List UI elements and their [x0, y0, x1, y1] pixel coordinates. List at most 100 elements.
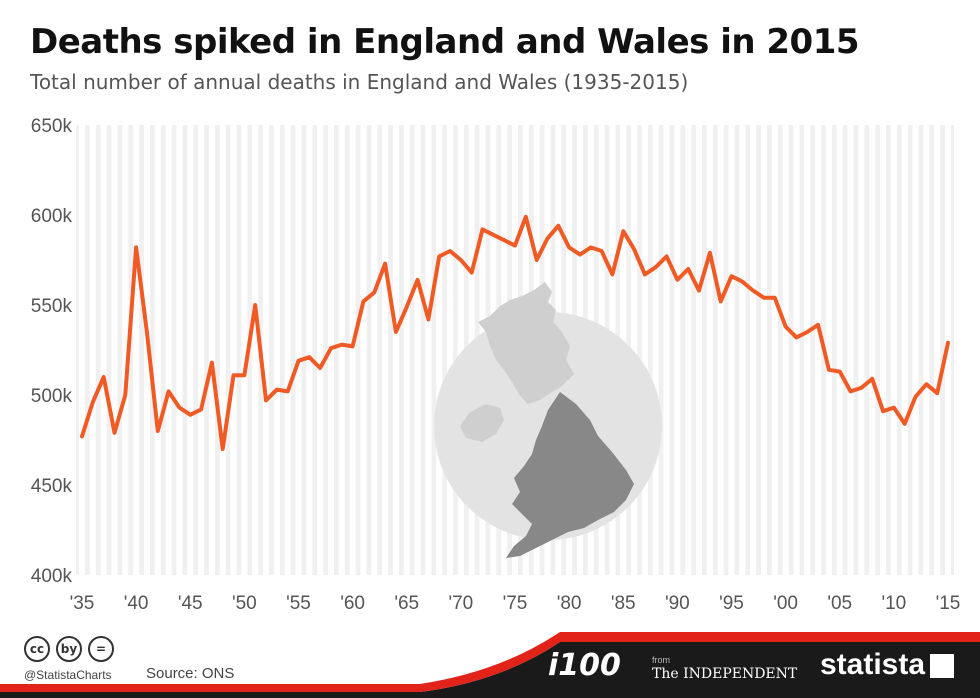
grid-stripe [165, 125, 172, 575]
x-tick-label: '55 [286, 593, 311, 614]
grid-stripe [912, 125, 919, 575]
grid-stripe [728, 125, 735, 575]
grid-stripe [695, 125, 703, 575]
x-tick-label: '75 [503, 593, 528, 614]
grid-stripe [306, 125, 313, 575]
y-tick-label: 650k [31, 116, 73, 137]
grid-stripe [241, 125, 248, 575]
grid-stripe [934, 125, 941, 575]
twitter-handle: @StatistaCharts [24, 668, 112, 682]
x-tick-label: '65 [394, 593, 419, 614]
grid-stripe [392, 125, 399, 575]
grid-stripe [717, 125, 724, 575]
grid-stripe [815, 125, 822, 575]
uk-map-illustration [434, 282, 662, 558]
grid-stripe [836, 125, 843, 575]
x-tick-label: '05 [827, 593, 852, 614]
y-axis-ticks: 400k 450k 500k 550k 600k 650k [31, 116, 73, 587]
grid-stripe [674, 125, 681, 575]
grid-stripe [880, 125, 887, 575]
independent-logo: The INDEPENDENT [652, 666, 798, 682]
x-tick-label: '60 [340, 593, 365, 614]
line-chart: 400k 450k 500k 550k 600k 650k '35 '40 '45 '50 '55… [31, 116, 961, 614]
grid-stripe [187, 125, 194, 575]
grid-stripe [436, 125, 443, 575]
grid-stripe [89, 125, 96, 575]
grid-stripe [901, 125, 908, 575]
y-tick-label: 500k [31, 386, 73, 407]
x-tick-label: '50 [232, 593, 257, 614]
y-tick-label: 550k [31, 296, 73, 317]
chart-subtitle: Total number of annual deaths in England… [30, 70, 689, 94]
source-note: Source: ONS [146, 665, 235, 682]
grid-stripe [295, 125, 302, 575]
grid-stripe [273, 125, 280, 575]
grid-stripe [804, 125, 811, 575]
grid-stripe [262, 125, 270, 575]
grid-stripe [760, 125, 768, 575]
grid-stripe [208, 125, 215, 575]
grid-stripe [457, 125, 464, 575]
grid-stripe [750, 125, 757, 575]
scotland-shape [478, 282, 574, 404]
statista-logo: statista [820, 648, 926, 681]
x-tick-label: '35 [70, 593, 95, 614]
grid-stripe [403, 125, 410, 575]
grid-stripe [706, 125, 713, 575]
x-tick-label: '80 [557, 593, 582, 614]
series-line [80, 214, 950, 451]
cc-icon: cc [24, 636, 50, 662]
england-wales-shape [506, 392, 634, 558]
grid-stripe [230, 125, 237, 575]
grid-stripe [78, 125, 86, 575]
grid-stripe [890, 125, 897, 575]
x-tick-label: '90 [665, 593, 690, 614]
grid-stripe [154, 125, 161, 575]
chart-title: Deaths spiked in England and Wales in 20… [30, 22, 860, 62]
statista-mark-icon [930, 654, 954, 678]
y-tick-label: 450k [31, 476, 73, 497]
grid-stripe [739, 125, 746, 575]
northern-ireland-shape [460, 404, 504, 442]
grid-stripe [414, 125, 421, 575]
grid-stripe [847, 125, 854, 575]
grid-stripe [219, 125, 226, 575]
grid-stripe [631, 125, 638, 575]
i100-logo: i100 [548, 648, 621, 683]
grid-stripe [111, 125, 118, 575]
grid-stripe [869, 125, 876, 575]
grid-stripe [371, 125, 378, 575]
grid-stripe [771, 125, 778, 575]
footer-band [0, 632, 980, 698]
x-tick-label: '45 [178, 593, 203, 614]
grid-stripe [100, 125, 107, 575]
grid-stripe [382, 125, 389, 575]
grid-stripe [685, 125, 692, 575]
x-tick-label: '85 [611, 593, 636, 614]
x-tick-label: '40 [124, 593, 149, 614]
grid-stripe [858, 125, 865, 575]
grid-stripe [425, 125, 432, 575]
x-tick-label: '00 [773, 593, 798, 614]
grid-stripe [122, 125, 129, 575]
grid-stripe [338, 125, 345, 575]
grid-stripe [923, 125, 930, 575]
grid-stripe [652, 125, 659, 575]
grid-stripe [133, 125, 140, 575]
x-axis-ticks: '35 '40 '45 '50 '55 '60 '65 '70 '75 '80 '85 '90 '95 '… [70, 593, 961, 614]
grid-stripe [663, 125, 670, 575]
grid-stripe [349, 125, 356, 575]
x-tick-label: '10 [881, 593, 906, 614]
grid-stripe [793, 125, 800, 575]
grid-stripe [317, 125, 324, 575]
y-tick-label: 600k [31, 206, 73, 227]
grid-stripe [782, 125, 789, 575]
grid-stripe [360, 125, 367, 575]
grid-stripe [252, 125, 259, 575]
grid-stripe [447, 125, 454, 575]
grid-stripe [284, 125, 291, 575]
grid-stripe [176, 125, 183, 575]
x-tick-label: '95 [719, 593, 744, 614]
license-icons: cc by = [24, 636, 114, 662]
attribution-icon: by [56, 636, 82, 662]
